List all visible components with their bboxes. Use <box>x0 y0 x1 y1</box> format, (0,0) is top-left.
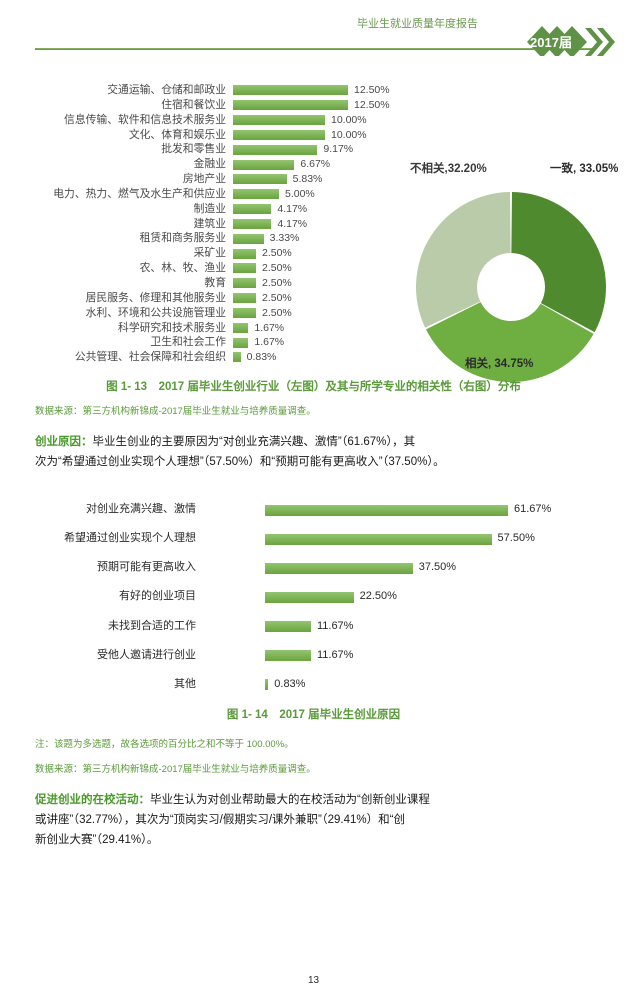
svg-text:2017届: 2017届 <box>530 35 572 50</box>
